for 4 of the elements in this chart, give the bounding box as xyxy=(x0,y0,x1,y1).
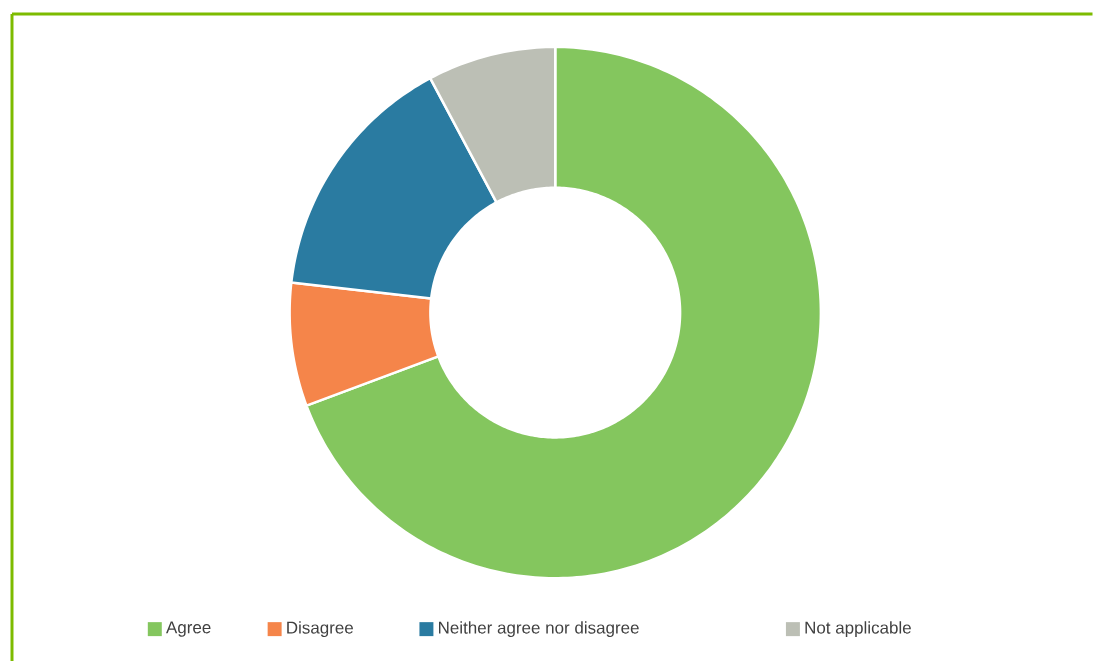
legend-label: Not applicable xyxy=(805,621,911,638)
legend-label: Disagree xyxy=(287,621,353,638)
legend-label: Agree xyxy=(166,621,211,637)
legend-label: Neither agree nor disagree xyxy=(439,621,639,638)
